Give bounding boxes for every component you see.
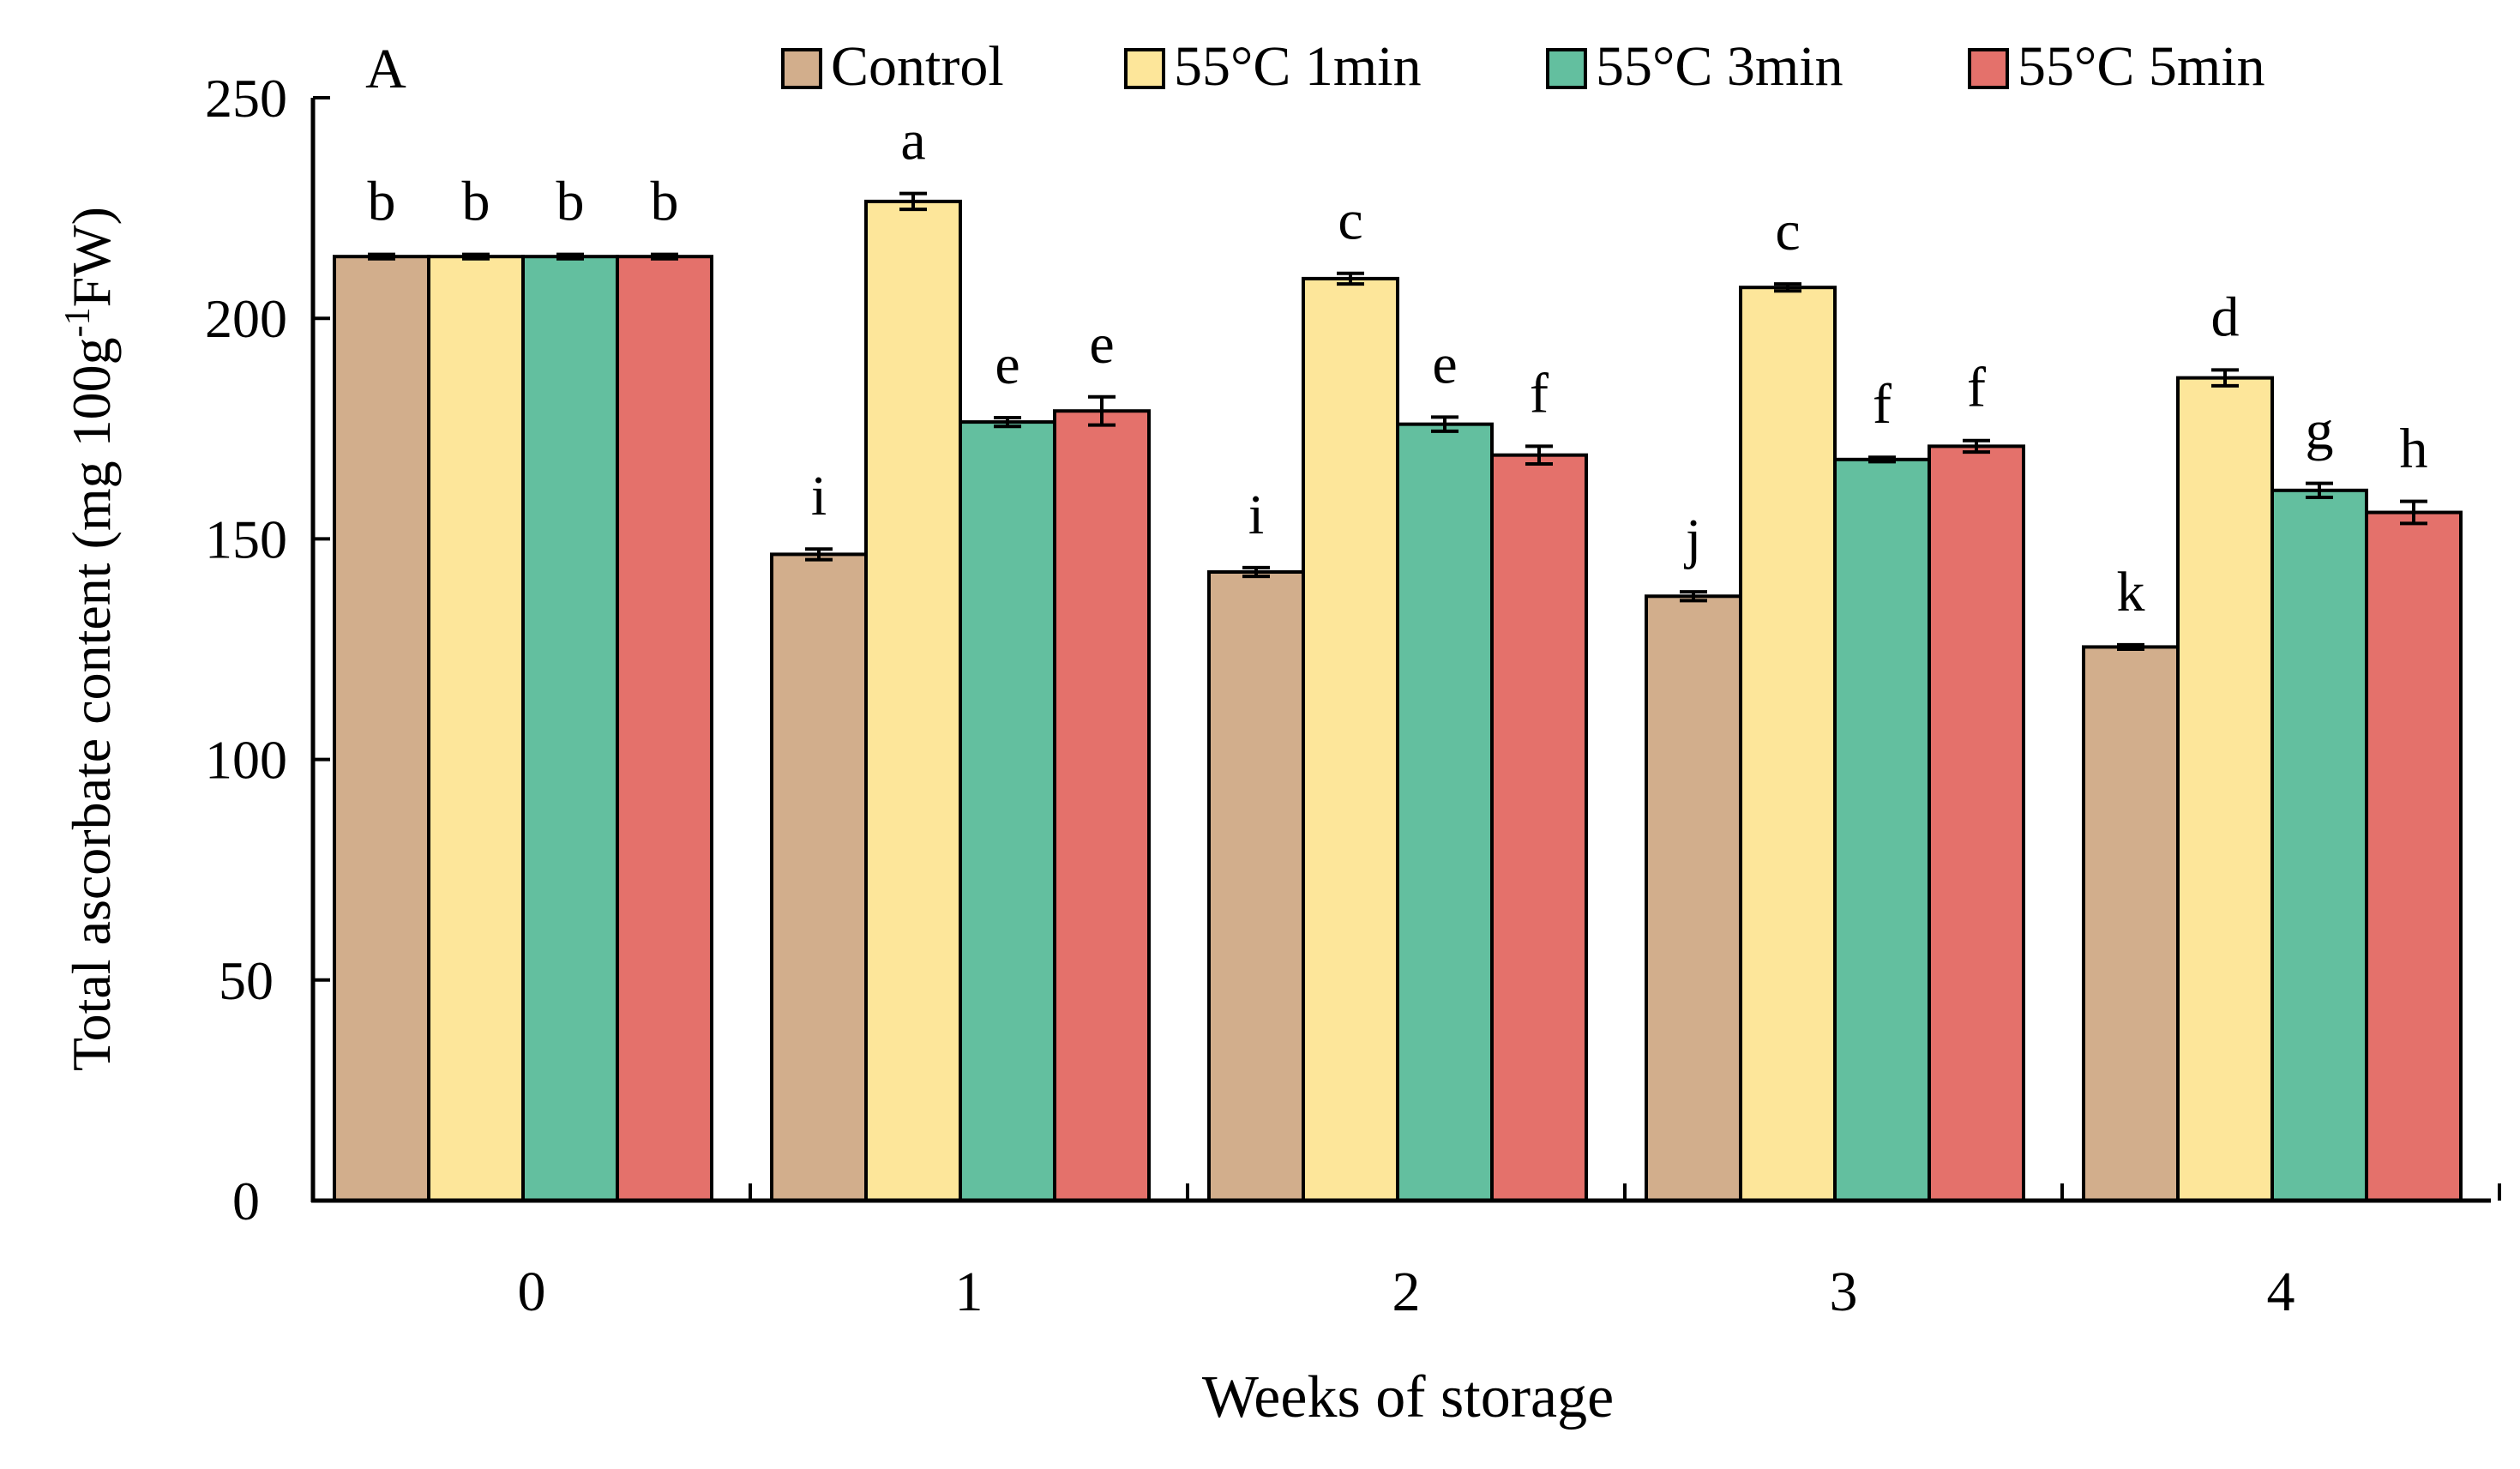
bar	[1302, 276, 1399, 1202]
x-tick-label: 4	[2267, 1261, 2295, 1323]
x-tick-label: 3	[1830, 1261, 1858, 1323]
significance-letter: f	[1967, 357, 1986, 419]
significance-letter: e	[995, 334, 1019, 396]
bar	[959, 420, 1056, 1203]
y-ticks-group: 0 50 100 150 200 250	[205, 68, 330, 1231]
significance-letters-group: b i i j k b a c c d b e e f g b e f f h	[368, 110, 2428, 623]
legend-swatch	[1124, 48, 1165, 89]
legend-swatch	[1968, 48, 2009, 89]
significance-letter: e	[1089, 313, 1114, 376]
error-bars-group	[368, 191, 2427, 651]
bar	[2365, 510, 2463, 1202]
legend-swatch	[1546, 48, 1587, 89]
significance-letter: b	[368, 171, 396, 233]
significance-letter: c	[1338, 190, 1362, 252]
significance-letter: g	[2306, 400, 2334, 462]
legend-label: Control	[831, 35, 1004, 98]
bar	[1928, 444, 2025, 1202]
significance-letter: b	[462, 171, 490, 233]
y-axis-label: Total ascorbate content (mg 100g-1FW)	[58, 207, 122, 1071]
panel-label: A	[365, 38, 406, 100]
y-tick-label: 150	[205, 509, 287, 569]
y-tick-label: 100	[205, 730, 287, 791]
bar	[1396, 422, 1494, 1202]
legend-label: 55°C 1min	[1174, 35, 1422, 98]
significance-letter: b	[651, 171, 679, 233]
x-axis-label: Weeks of storage	[1202, 1364, 1614, 1430]
bar	[1645, 594, 1742, 1202]
legend-swatch	[781, 48, 822, 89]
bars-group	[333, 199, 2463, 1203]
bar	[1490, 453, 1588, 1202]
y-tick-label: 200	[205, 288, 287, 349]
x-ticks-group: 0 1 2 3 4	[518, 1183, 2501, 1323]
bar	[1207, 569, 1305, 1202]
x-tick-label: 0	[518, 1261, 546, 1323]
legend-label: 55°C 5min	[2018, 35, 2265, 98]
y-tick-label: 250	[205, 68, 287, 129]
significance-letter: a	[900, 110, 925, 172]
bar	[333, 255, 430, 1203]
significance-letter: b	[556, 171, 585, 233]
bar	[1053, 409, 1151, 1202]
significance-letter: e	[1432, 333, 1457, 395]
bar	[616, 255, 713, 1203]
significance-letter: i	[1248, 484, 1264, 546]
bar	[1739, 286, 1837, 1202]
x-tick-label: 2	[1392, 1261, 1421, 1323]
bar	[1833, 457, 1931, 1202]
bar	[770, 552, 868, 1202]
bar	[2082, 645, 2180, 1202]
significance-letter: c	[1775, 200, 1800, 262]
legend: Control 55°C 1min 55°C 3min 55°C 5min	[781, 35, 2265, 98]
bar	[521, 255, 619, 1203]
bar	[427, 255, 525, 1203]
significance-letter: i	[811, 465, 827, 527]
significance-letter: k	[2117, 561, 2145, 623]
significance-letter: j	[1684, 508, 1701, 570]
bar	[2176, 376, 2274, 1203]
significance-letter: f	[1530, 362, 1549, 424]
bar	[2270, 488, 2368, 1202]
x-tick-label: 1	[955, 1261, 983, 1323]
y-tick-label: 0	[232, 1171, 260, 1231]
legend-label: 55°C 3min	[1596, 35, 1843, 98]
significance-letter: f	[1873, 373, 1892, 436]
y-tick-label: 50	[219, 950, 274, 1011]
bar	[864, 199, 962, 1202]
significance-letter: d	[2211, 286, 2240, 348]
significance-letter: h	[2400, 418, 2428, 480]
